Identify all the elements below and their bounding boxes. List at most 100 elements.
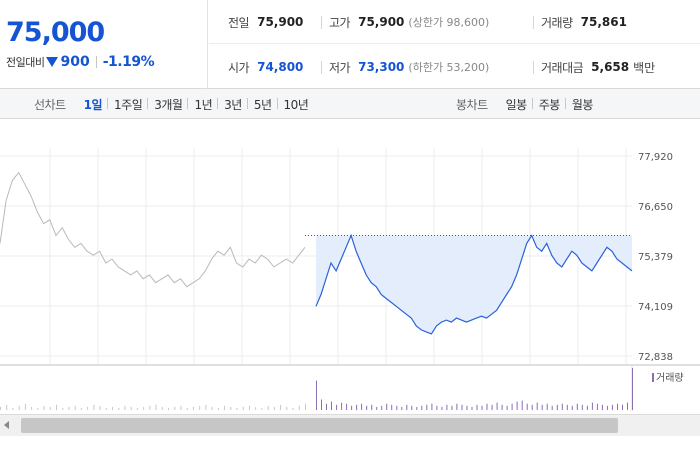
volume-bar [476,404,478,411]
volume-bar [230,406,232,410]
volume-bar [49,406,51,410]
volume-bar [426,404,428,411]
volume-bar [451,405,453,410]
volume-bar [298,405,300,410]
today-area-fill [316,235,632,334]
volume-bar [199,405,201,410]
volume-bar [411,405,413,410]
volume-bar [546,403,548,410]
stat-label: 전일 [228,15,250,30]
change-amount: 900 [60,54,90,70]
volume-bar [632,368,633,410]
volume-bar [506,405,508,410]
volume-bar [356,404,358,411]
volume-legend: 거래량 [652,372,684,384]
volume-bar [24,403,26,410]
volume-bar [326,403,327,410]
volume-bar [366,405,368,410]
scroll-left-icon[interactable] [4,421,9,429]
volume-bar [321,399,322,410]
volume-bar [118,407,120,410]
stat-prev-close: 전일 75,900 [228,0,303,44]
price-chart[interactable]: 77,920 76,650 75,379 74,109 72,838 거래량 [0,120,700,412]
stat-label: 거래량 [541,15,573,30]
volume-bar [6,404,8,411]
stats-row: 시가 74,800 저가 73,300 (하한가 53,200) 거래대금 5,… [209,45,700,89]
period-10y[interactable]: 10년 [276,96,315,113]
scroll-thumb[interactable] [21,418,618,433]
volume-bar [471,406,473,410]
volume-bar [224,405,226,410]
period-3y[interactable]: 3년 [217,96,248,113]
period-1y[interactable]: 1년 [187,96,218,113]
volume-bar [396,405,398,410]
volume-bar [87,406,89,410]
volume-bar [217,407,219,410]
volume-bar [236,407,238,410]
volume-bar [601,404,603,411]
line-chart-periods: 선차트 1일 1주일 3개월 1년 3년 5년 10년 [34,89,314,119]
volume-bar [305,403,306,410]
volume-bar [521,400,523,411]
grid-lines [0,148,700,411]
stat-open: 시가 74,800 [228,45,303,89]
volume-bar [12,407,14,410]
stat-value: 75,900 [257,15,304,29]
divider [95,56,97,68]
volume-bar [481,405,483,410]
volume-bar [436,405,438,410]
period-5y[interactable]: 5년 [246,96,278,113]
candle-chart-title: 봉차트 [456,97,488,112]
down-triangle-icon [46,57,59,67]
volume-bar [486,403,488,410]
volume-bar [441,406,443,410]
volume-bar [143,406,145,410]
stat-volume: 거래량 75,861 [533,0,627,44]
volume-bar [401,406,403,410]
volume-legend-label: 거래량 [656,372,684,384]
line-chart-title: 선차트 [34,97,66,112]
volume-bar [446,404,448,411]
volume-bar [280,404,282,411]
series-line-today [315,233,633,335]
volume-bar [466,405,468,410]
volume-bar [551,405,553,410]
volume-bar [406,404,408,411]
volume-bar [43,405,45,410]
volume-bar [174,406,176,410]
stats-row: 전일 75,900 고가 75,900 (상한가 98,600) 거래량 75,… [209,0,700,44]
period-1d[interactable]: 1일 [83,97,103,112]
volume-bar [56,404,57,411]
change-row: 전일대비 900 -1.19% [6,53,155,71]
volume-bar [37,407,39,410]
volume-bar [68,406,70,410]
period-3m[interactable]: 3개월 [147,96,188,113]
volume-bar [18,405,20,410]
volume-legend-swatch [652,373,654,382]
price-chart-svg: 77,920 76,650 75,379 74,109 72,838 거래량 [0,148,700,411]
candle-monthly[interactable]: 월봉 [564,96,599,113]
volume-bar [371,404,373,411]
volume-bar [571,405,573,410]
volume-bar [168,407,170,410]
chart-scrollbar[interactable] [0,414,700,436]
candle-weekly[interactable]: 주봉 [531,96,566,113]
volume-bar [491,404,493,411]
volume-bar [361,403,363,410]
volume-bar [149,405,151,410]
volume-bar [249,405,250,410]
volume-bar [336,404,338,411]
candle-daily[interactable]: 일봉 [505,97,528,112]
volume-bar [381,405,383,410]
volume-bar [536,402,538,410]
stat-label: 고가 [329,15,351,30]
stat-value: 75,861 [580,15,627,29]
volume-bar [421,405,423,410]
stat-high: 고가 75,900 (상한가 98,600) [320,0,489,44]
stat-value: 73,300 [358,60,405,74]
volume-bar [431,403,433,410]
volume-bar [386,403,388,410]
volume-bar [496,402,498,410]
period-1w[interactable]: 1주일 [107,96,148,113]
volume-bar [346,403,348,410]
